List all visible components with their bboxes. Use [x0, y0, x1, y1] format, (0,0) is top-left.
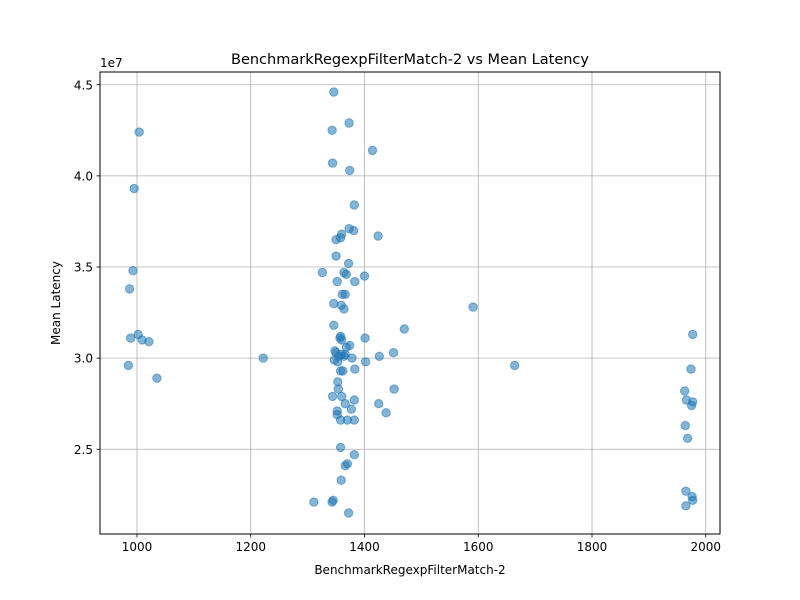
- scatter-point: [367, 145, 378, 156]
- scatter-point: [329, 87, 339, 97]
- scatter-point: [399, 324, 409, 334]
- scatter-point: [123, 360, 134, 371]
- chart-title: BenchmarkRegexpFilterMatch-2 vs Mean Lat…: [231, 52, 589, 68]
- scatter-point: [128, 266, 138, 276]
- scatter-point: [340, 399, 350, 409]
- y-tick-label: 4.5: [74, 78, 93, 92]
- scatter-point: [335, 442, 346, 453]
- scatter-point: [360, 357, 371, 367]
- scatter-point: [331, 235, 341, 245]
- scatter-point: [343, 258, 354, 269]
- scatter-point: [468, 302, 478, 312]
- scatter-point: [327, 158, 338, 168]
- scatter-point: [350, 364, 360, 374]
- y-axis-scale-label: 1e7: [100, 56, 123, 70]
- scatter-point: [134, 127, 144, 137]
- data-points: [123, 87, 698, 518]
- x-tick-label: 1600: [463, 540, 494, 554]
- y-tick-label: 4.0: [74, 169, 93, 183]
- y-axis-ticks: 2.5 3.0 3.5 4.0 4.5: [74, 78, 100, 457]
- scatter-point: [360, 333, 370, 343]
- scatter-point: [686, 364, 696, 374]
- scatter-point: [333, 357, 343, 367]
- x-tick-label: 1800: [577, 540, 608, 554]
- scatter-point: [345, 340, 355, 351]
- scatter-point: [124, 284, 135, 294]
- scatter-point: [350, 276, 360, 287]
- scatter-point: [373, 231, 383, 241]
- scatter-point: [680, 386, 690, 396]
- scatter-point: [328, 495, 338, 505]
- scatter-point: [349, 450, 359, 460]
- x-axis-ticks: 1000 1200 1400 1600 1800 2000: [122, 534, 721, 554]
- scatter-point: [340, 461, 350, 471]
- scatter-point: [681, 501, 691, 511]
- scatter-point: [336, 475, 346, 485]
- scatter-point: [346, 404, 357, 414]
- x-tick-label: 1000: [122, 540, 153, 554]
- scatter-point: [682, 433, 693, 443]
- scatter-point: [331, 251, 341, 261]
- x-tick-label: 1200: [235, 540, 266, 554]
- scatter-point: [339, 304, 349, 314]
- scatter-point: [389, 384, 399, 394]
- scatter-point: [344, 118, 354, 128]
- scatter-point: [329, 320, 339, 330]
- scatter-point: [317, 267, 328, 278]
- scatter-point: [258, 353, 268, 363]
- scatter-point: [340, 289, 350, 299]
- scatter-point: [144, 337, 154, 347]
- scatter-point: [129, 183, 139, 194]
- scatter-point: [332, 276, 342, 287]
- scatter-point: [381, 408, 391, 418]
- plot-area-frame: [99, 71, 721, 535]
- scatter-point: [309, 497, 319, 507]
- y-tick-label: 2.5: [74, 443, 93, 457]
- scatter-point: [359, 271, 370, 281]
- scatter-point: [341, 269, 351, 279]
- scatter-point: [388, 348, 399, 358]
- scatter-point: [686, 400, 697, 411]
- scatter-point: [343, 508, 354, 518]
- scatter-point: [680, 420, 690, 431]
- scatter-point: [349, 415, 359, 425]
- y-tick-label: 3.0: [74, 352, 93, 366]
- x-axis-label: BenchmarkRegexpFilterMatch-2: [314, 563, 505, 577]
- y-tick-label: 3.5: [74, 261, 93, 275]
- scatter-point: [349, 225, 359, 236]
- scatter-point: [338, 366, 348, 376]
- scatter-point: [152, 373, 162, 383]
- scatter-point: [688, 495, 698, 505]
- scatter-point: [126, 333, 136, 343]
- scatter-point: [345, 165, 355, 176]
- y-axis-label: Mean Latency: [49, 261, 63, 345]
- scatter-point: [349, 395, 359, 405]
- x-tick-label: 2000: [691, 540, 722, 554]
- scatter-point: [327, 391, 338, 402]
- gridlines: [100, 72, 720, 534]
- scatter-point: [327, 125, 337, 136]
- scatter-point: [688, 329, 698, 340]
- scatter-point: [374, 351, 384, 361]
- scatter-point: [349, 200, 359, 210]
- scatter-point: [374, 399, 384, 409]
- x-tick-label: 1400: [349, 540, 380, 554]
- scatter-point: [347, 353, 357, 363]
- scatter-point: [681, 486, 691, 496]
- scatter-point: [337, 335, 347, 345]
- scatter-point: [510, 360, 520, 371]
